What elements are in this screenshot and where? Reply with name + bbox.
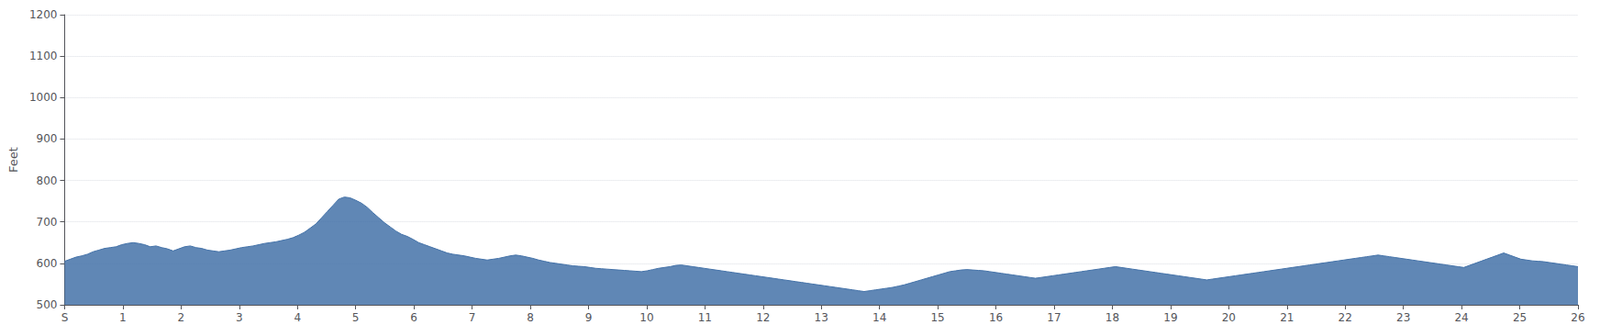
svg-text:21: 21 bbox=[1279, 311, 1294, 324]
svg-text:23: 23 bbox=[1396, 311, 1411, 324]
svg-text:3: 3 bbox=[235, 311, 244, 324]
svg-text:26: 26 bbox=[1570, 311, 1585, 324]
svg-text:17: 17 bbox=[1046, 311, 1061, 324]
svg-text:700: 700 bbox=[36, 215, 58, 229]
svg-text:22: 22 bbox=[1338, 311, 1353, 324]
svg-text:19: 19 bbox=[1163, 311, 1178, 324]
svg-text:6: 6 bbox=[410, 311, 418, 324]
svg-text:500: 500 bbox=[36, 298, 58, 312]
svg-text:16: 16 bbox=[988, 311, 1003, 324]
svg-text:1200: 1200 bbox=[29, 8, 58, 22]
svg-text:7: 7 bbox=[468, 311, 477, 324]
svg-text:Feet: Feet bbox=[6, 146, 21, 173]
svg-text:11: 11 bbox=[698, 311, 712, 324]
svg-text:18: 18 bbox=[1105, 311, 1120, 324]
svg-text:15: 15 bbox=[930, 311, 945, 324]
svg-text:1100: 1100 bbox=[29, 49, 58, 63]
svg-text:S: S bbox=[61, 311, 69, 324]
svg-text:9: 9 bbox=[585, 311, 593, 324]
svg-text:1000: 1000 bbox=[29, 90, 58, 104]
svg-text:20: 20 bbox=[1222, 311, 1236, 324]
svg-text:10: 10 bbox=[639, 311, 654, 324]
svg-text:12: 12 bbox=[755, 311, 770, 324]
svg-text:800: 800 bbox=[36, 174, 58, 188]
svg-text:13: 13 bbox=[814, 311, 829, 324]
svg-text:600: 600 bbox=[36, 256, 58, 270]
svg-text:24: 24 bbox=[1454, 311, 1468, 324]
svg-text:4: 4 bbox=[293, 311, 301, 324]
svg-text:900: 900 bbox=[36, 132, 58, 145]
svg-text:5: 5 bbox=[352, 311, 360, 324]
svg-text:2: 2 bbox=[177, 311, 186, 324]
svg-text:8: 8 bbox=[526, 311, 534, 324]
svg-text:1: 1 bbox=[119, 311, 127, 324]
svg-text:25: 25 bbox=[1512, 311, 1527, 324]
svg-text:14: 14 bbox=[872, 311, 887, 324]
